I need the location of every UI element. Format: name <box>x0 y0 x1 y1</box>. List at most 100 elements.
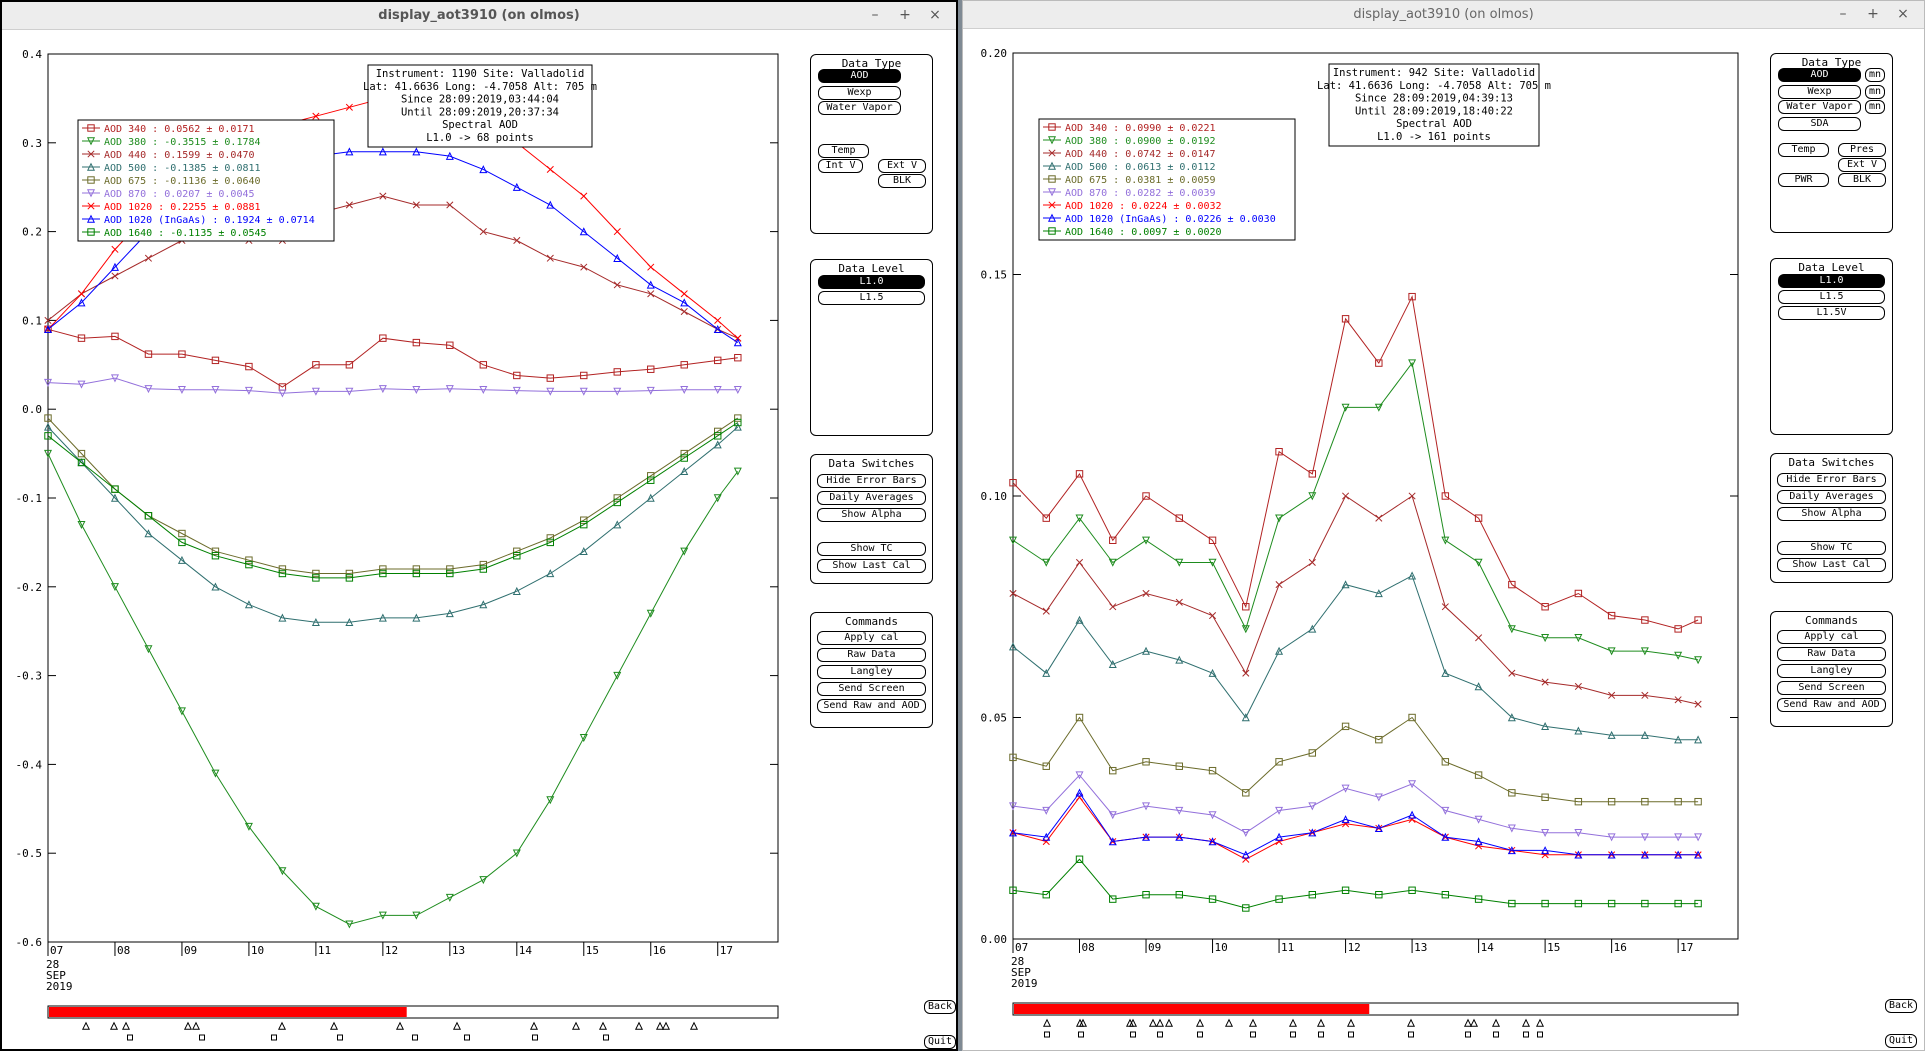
data-point <box>1508 899 1516 908</box>
data-level-title: Data Level <box>1798 261 1865 274</box>
data-point <box>613 520 622 529</box>
data-point <box>546 796 555 805</box>
data-point <box>479 876 488 885</box>
data-point <box>1109 766 1117 775</box>
data-point <box>144 254 153 262</box>
sda-button[interactable]: SDA <box>1778 117 1861 131</box>
data-point <box>211 547 220 555</box>
raw-data-button[interactable]: Raw Data <box>817 648 926 662</box>
data-point <box>1241 713 1250 722</box>
hide-error-bars-button[interactable]: Hide Error Bars <box>817 474 926 488</box>
send-screen-button[interactable]: Send Screen <box>817 682 926 696</box>
data-point <box>1507 625 1516 634</box>
data-point <box>1075 855 1084 863</box>
temp-button[interactable]: Temp <box>1778 143 1829 157</box>
minimize-icon[interactable]: – <box>1839 6 1847 22</box>
quit-button[interactable]: Quit <box>924 1035 956 1049</box>
data-point <box>579 546 588 555</box>
wexp-button[interactable]: Wexp <box>1778 85 1861 99</box>
data-point <box>1474 815 1483 824</box>
water-vapor-button[interactable]: Water Vapor <box>1778 100 1861 114</box>
aod-button[interactable]: AOD <box>818 69 901 83</box>
ext-v-button[interactable]: Ext V <box>878 159 926 173</box>
level-l1-0-button[interactable]: L1.0 <box>1778 274 1885 288</box>
daily-averages-button[interactable]: Daily Averages <box>817 491 926 505</box>
mn-aod-button[interactable]: mn <box>1865 68 1885 82</box>
send-raw-and-aod-button[interactable]: Send Raw and AOD <box>1777 698 1886 712</box>
minimize-icon[interactable]: – <box>871 7 879 23</box>
timeline-marker <box>1042 1018 1052 1027</box>
ext-v-button[interactable]: Ext V <box>1838 158 1886 172</box>
data-point <box>1009 753 1017 762</box>
blk-button[interactable]: BLK <box>878 174 926 188</box>
data-point <box>1694 850 1703 859</box>
y-tick-label: -0.6 <box>16 936 43 949</box>
int-v-button[interactable]: Int V <box>818 159 863 173</box>
y-tick-label: 0.4 <box>22 48 42 61</box>
level-l1-5-button[interactable]: L1.5 <box>1778 290 1885 304</box>
show-last-cal-button[interactable]: Show Last Cal <box>1777 558 1886 572</box>
show-last-cal-button[interactable]: Show Last Cal <box>817 559 926 573</box>
show-alpha-button[interactable]: Show Alpha <box>817 508 926 522</box>
window-titlebar[interactable]: display_aot3910 (on olmos) – + × <box>963 1 1924 29</box>
raw-data-button[interactable]: Raw Data <box>1777 647 1886 661</box>
show-tc-button[interactable]: Show TC <box>1777 541 1886 555</box>
wexp-button[interactable]: Wexp <box>818 86 901 100</box>
data-point <box>512 849 521 858</box>
apply-cal-button[interactable]: Apply cal <box>817 631 926 645</box>
legend-entry: AOD 1020 (InGaAs) : 0.1924 ± 0.0714 <box>104 215 315 226</box>
pwr-button[interactable]: PWR <box>1778 173 1829 187</box>
x-tick-label: 14 <box>1481 941 1495 954</box>
langley-button[interactable]: Langley <box>1777 664 1886 678</box>
pres-button[interactable]: Pres <box>1838 143 1886 157</box>
mn-wexp-button[interactable]: mn <box>1865 85 1885 99</box>
data-point <box>110 262 119 271</box>
data-point <box>111 332 119 341</box>
quit-button[interactable]: Quit <box>1885 1034 1918 1048</box>
data-point <box>379 569 387 578</box>
date-label: SEP <box>1011 966 1031 979</box>
legend-entry: AOD 675 : 0.0381 ± 0.0059 <box>1065 175 1216 186</box>
data-point <box>512 586 521 595</box>
back-button[interactable]: Back <box>924 1000 956 1014</box>
temp-button[interactable]: Temp <box>818 144 869 158</box>
series-aod-870 <box>1008 771 1703 842</box>
maximize-icon[interactable]: + <box>1867 6 1879 22</box>
data-point <box>1441 603 1449 611</box>
data-point <box>1208 766 1217 775</box>
data-point <box>1474 771 1483 779</box>
data-point <box>1075 470 1084 478</box>
data-point <box>1474 895 1483 903</box>
send-raw-and-aod-button[interactable]: Send Raw and AOD <box>817 699 926 713</box>
aod-button[interactable]: AOD <box>1778 68 1861 82</box>
level-l1-5v-button[interactable]: L1.5V <box>1778 306 1885 320</box>
close-icon[interactable]: × <box>1897 6 1909 22</box>
blk-button[interactable]: BLK <box>1838 173 1886 187</box>
data-point <box>580 371 588 380</box>
legend-marker <box>1047 136 1057 145</box>
show-alpha-button[interactable]: Show Alpha <box>1777 507 1886 521</box>
window-titlebar[interactable]: display_aot3910 (on olmos) – + × <box>2 2 956 30</box>
data-point <box>144 512 153 520</box>
water-vapor-button[interactable]: Water Vapor <box>818 101 901 115</box>
apply-cal-button[interactable]: Apply cal <box>1777 630 1886 644</box>
back-button[interactable]: Back <box>1885 999 1918 1013</box>
data-point <box>1142 646 1151 655</box>
daily-averages-button[interactable]: Daily Averages <box>1777 490 1886 504</box>
data-point <box>1674 651 1683 660</box>
aod-plot[interactable]: 0.4 0.3 0.2 0.1 0.0 -0.1 -0.2 -0.3 -0.4 -0.5 -0.6 0… <box>2 30 958 1051</box>
send-screen-button[interactable]: Send Screen <box>1777 681 1886 695</box>
show-tc-button[interactable]: Show TC <box>817 542 926 556</box>
maximize-icon[interactable]: + <box>899 7 911 23</box>
aod-plot[interactable]: 0.20 0.15 0.10 0.05 0.00 07 08 09 10 11 12 13 14 15 16… <box>963 29 1925 1050</box>
series-line <box>1012 295 1699 630</box>
hide-error-bars-button[interactable]: Hide Error Bars <box>1777 473 1886 487</box>
close-icon[interactable]: × <box>929 7 941 23</box>
level-l1-5-button[interactable]: L1.5 <box>818 291 925 305</box>
level-l1-0-button[interactable]: L1.0 <box>818 275 925 289</box>
data-point <box>734 353 742 362</box>
timeline-marker <box>689 1021 699 1030</box>
mn-water-vapor-button[interactable]: mn <box>1865 100 1885 114</box>
langley-button[interactable]: Langley <box>817 665 926 679</box>
data-point <box>177 385 186 394</box>
